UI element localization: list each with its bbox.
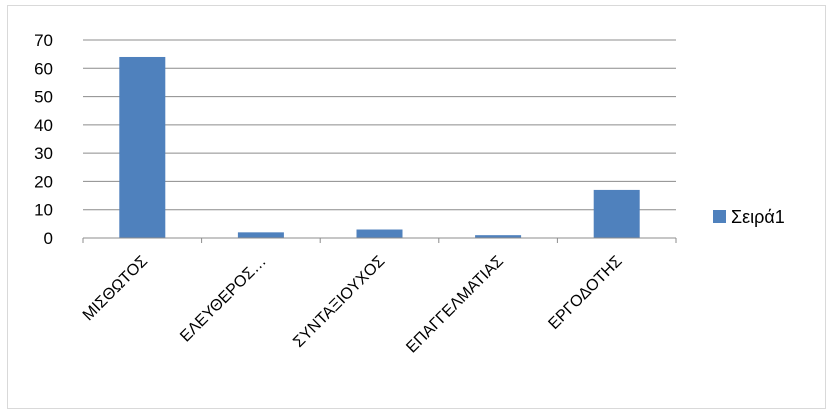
- x-category-label: ΕΛΕΥΘΕΡΟΣ…: [177, 253, 270, 346]
- y-tick-label: 30: [34, 144, 53, 163]
- bar: [356, 229, 403, 238]
- y-tick-label: 50: [34, 88, 53, 107]
- bar: [593, 189, 640, 238]
- y-axis-tick-labels: 0 10 20 30 40 50 60 70: [34, 31, 53, 248]
- y-tick-label: 20: [34, 172, 53, 191]
- y-tick-label: 40: [34, 116, 53, 135]
- bar: [237, 232, 284, 238]
- gridlines: [83, 39, 676, 211]
- x-category-label: ΜΙΣΘΩΤΟΣ: [80, 253, 151, 324]
- x-axis-category-labels: ΜΙΣΘΩΤΟΣ ΕΛΕΥΘΕΡΟΣ… ΣΥΝΤΑΞΙΟΥΧΟΣ ΕΠΑΓΓΕΛΜΑΤ…: [80, 253, 626, 357]
- x-category-label: ΕΠΑΓΓΕΛΜΑΤΙΑΣ: [403, 253, 507, 357]
- y-tick-label: 60: [34, 59, 53, 78]
- legend-swatch: [713, 210, 726, 223]
- legend-label: Σειρά1: [731, 207, 785, 227]
- bar: [475, 235, 522, 238]
- bars: [119, 56, 640, 238]
- y-tick-label: 70: [34, 31, 53, 50]
- y-tick-label: 0: [44, 229, 53, 248]
- x-category-label: ΕΡΓΟΔΟΤΗΣ: [545, 253, 625, 333]
- legend: Σειρά1: [713, 207, 785, 227]
- x-category-label: ΣΥΝΤΑΞΙΟΥΧΟΣ: [290, 253, 388, 351]
- y-tick-label: 10: [34, 201, 53, 220]
- bar: [119, 56, 166, 238]
- x-axis: [82, 237, 677, 243]
